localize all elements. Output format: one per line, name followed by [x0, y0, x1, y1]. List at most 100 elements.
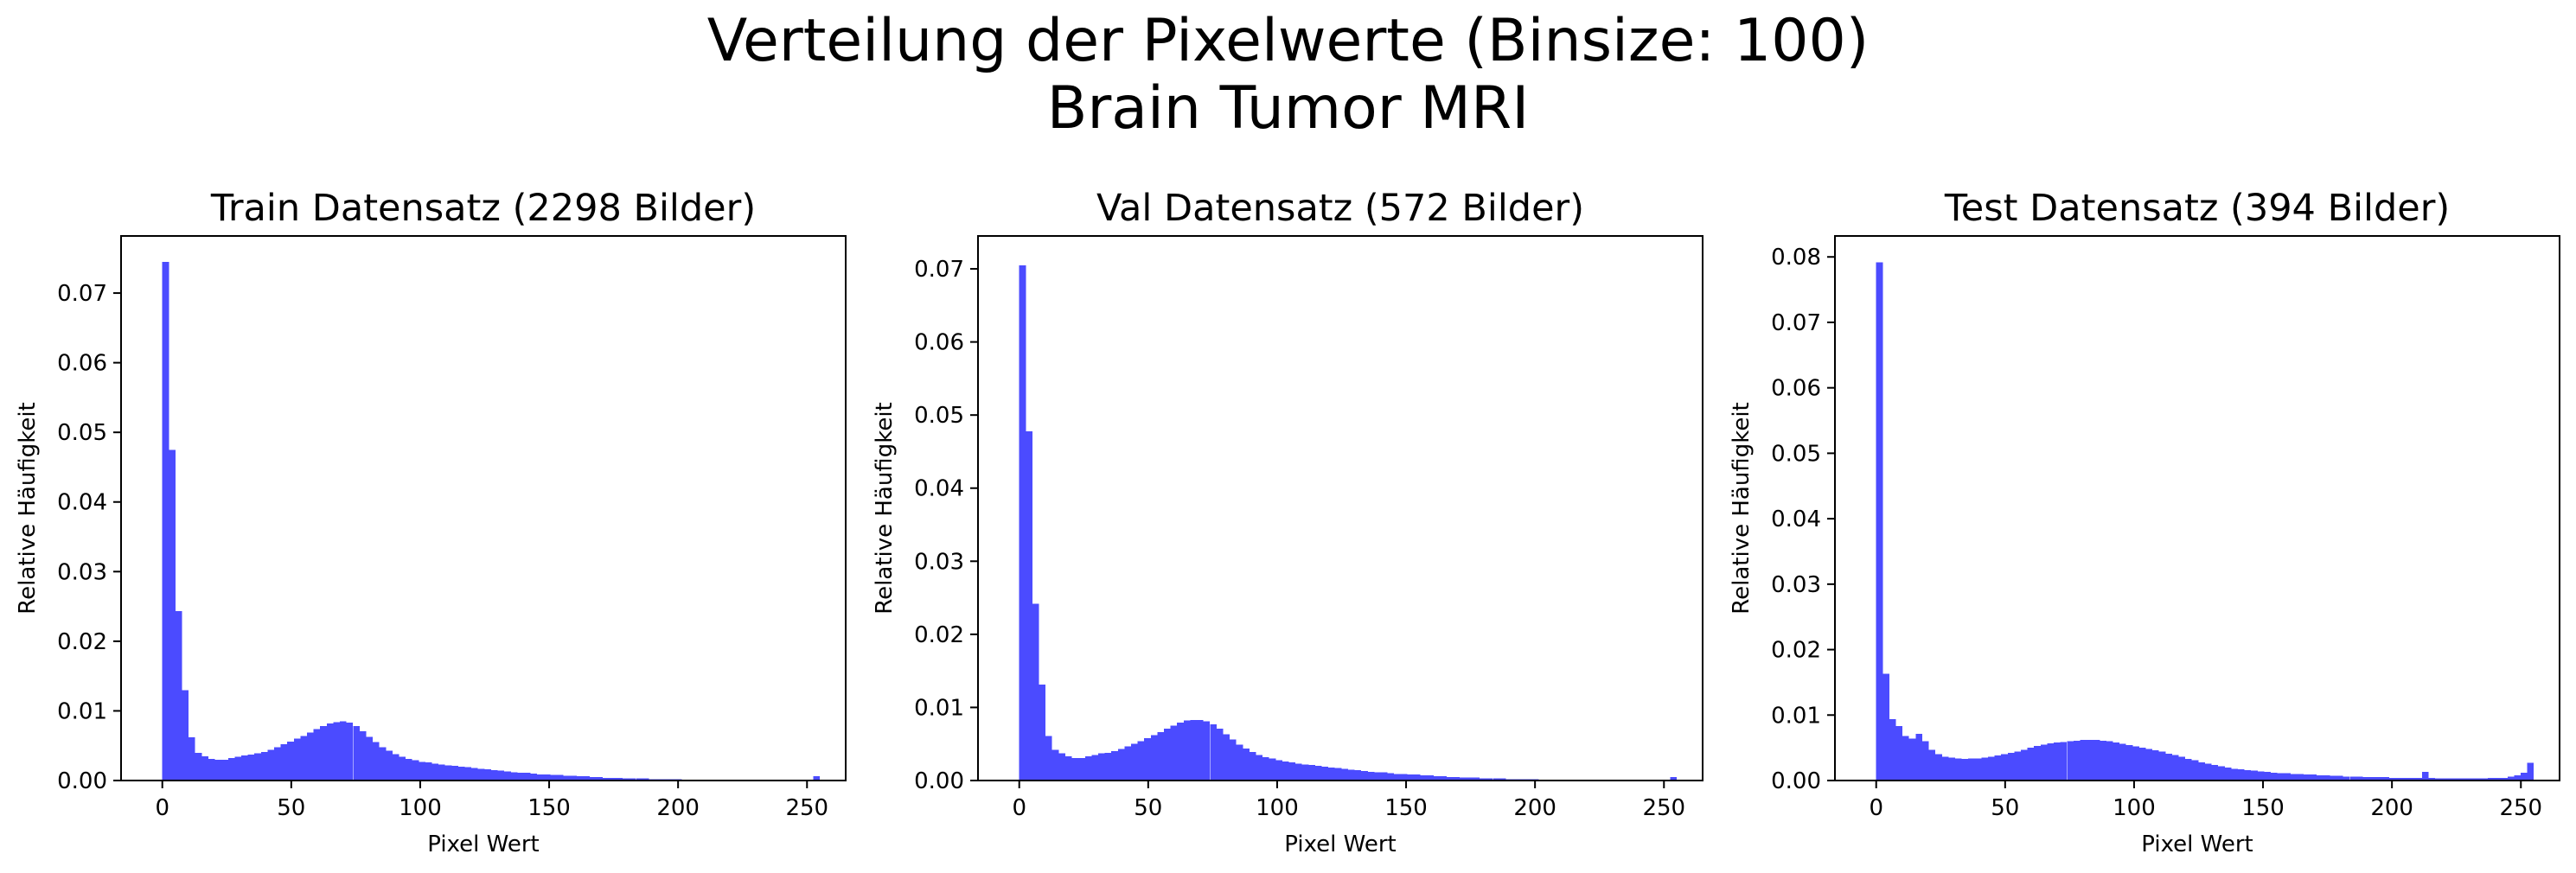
- histogram-bar: [366, 736, 374, 781]
- histogram-bar: [556, 774, 564, 781]
- histogram-bar: [2021, 749, 2028, 781]
- histogram-bar: [1301, 764, 1309, 781]
- histogram-bar: [1394, 774, 1401, 781]
- histogram-bar: [280, 744, 288, 781]
- histogram-bar: [227, 758, 235, 781]
- histogram-bar: [2474, 778, 2482, 781]
- histogram-bar: [444, 765, 452, 781]
- histogram-bar: [2106, 741, 2113, 781]
- histogram-bar: [457, 766, 465, 781]
- histogram-bar: [603, 777, 610, 781]
- histogram-bar: [1150, 735, 1158, 781]
- histogram-bar: [1453, 776, 1461, 781]
- histogram-bar: [267, 749, 274, 781]
- histogram-bar: [609, 777, 617, 781]
- x-tick-label: 150: [2241, 795, 2285, 821]
- y-tick-label: 0.07: [57, 281, 107, 307]
- histogram-bar: [2520, 772, 2528, 781]
- histogram-bar: [1091, 755, 1098, 781]
- histogram-bar: [1262, 756, 1269, 781]
- histogram-bar: [2165, 753, 2172, 781]
- histogram-bar: [2349, 776, 2356, 781]
- histogram-bar: [1440, 775, 1448, 781]
- histogram-bar: [320, 726, 327, 781]
- histogram-bar: [1921, 741, 1929, 781]
- histogram-bar: [2468, 778, 2475, 781]
- histogram-bar: [636, 778, 642, 781]
- histogram-bar: [2060, 742, 2068, 781]
- histogram-bar: [1269, 758, 1276, 781]
- histogram-bar: [517, 773, 524, 781]
- histogram-bar: [293, 738, 301, 781]
- histogram-bar: [2125, 745, 2133, 781]
- plot-frame: [977, 235, 1703, 781]
- subplot-title: Test Datensatz (394 Bilder): [1944, 187, 2450, 230]
- x-tick-label: 50: [1134, 795, 1162, 821]
- y-tick-label: 0.02: [1771, 638, 1821, 664]
- histogram-bar: [2277, 773, 2285, 781]
- histogram-bar: [1249, 752, 1256, 781]
- histogram-bar: [1341, 768, 1348, 781]
- histogram-bar: [1282, 761, 1289, 781]
- histogram-bar: [1203, 721, 1211, 781]
- x-axis-label: Pixel Wert: [427, 832, 539, 857]
- histogram-bar: [2100, 740, 2106, 781]
- y-tick-label: 0.03: [914, 549, 964, 575]
- histogram-bar: [1447, 776, 1454, 781]
- y-tick-label: 0.02: [914, 622, 964, 648]
- histogram-bar: [1876, 262, 1883, 781]
- histogram-bar: [1941, 756, 1949, 781]
- histogram-bar: [1948, 757, 1955, 781]
- y-tick-label: 0.01: [1771, 703, 1821, 729]
- histogram-bar: [1486, 778, 1493, 781]
- histogram-bar: [359, 730, 367, 781]
- histogram-bar: [1058, 753, 1065, 781]
- histogram-bar: [234, 756, 241, 781]
- histogram-bar: [2388, 777, 2396, 781]
- histogram-bar: [1670, 776, 1678, 781]
- histogram-bar: [399, 756, 406, 781]
- histogram-bar: [195, 752, 202, 781]
- histogram-bar: [2047, 742, 2055, 781]
- histogram-bar: [1210, 723, 1217, 781]
- histogram-bar: [1223, 734, 1230, 781]
- histogram-bar: [287, 741, 294, 781]
- histogram-bar: [1473, 777, 1480, 781]
- histogram-bar: [1387, 773, 1395, 781]
- histogram-bar: [1032, 603, 1039, 781]
- y-tick-label: 0.05: [57, 420, 107, 446]
- histogram-bar: [629, 778, 636, 781]
- histogram-bar: [1097, 753, 1105, 781]
- histogram-bar: [2408, 777, 2416, 781]
- histogram-bar: [240, 755, 248, 781]
- histogram-bar: [523, 773, 531, 781]
- histogram-bar: [2270, 772, 2278, 781]
- histogram-bar: [1170, 725, 1178, 781]
- histogram-bar: [590, 776, 597, 781]
- subplot-title: Train Datensatz (2298 Bilder): [210, 187, 756, 230]
- x-tick-label: 0: [1869, 795, 1883, 821]
- histogram-bar: [530, 773, 538, 781]
- histogram-bar: [1045, 736, 1052, 781]
- histogram-bar: [2014, 751, 2022, 781]
- histogram-bar: [1026, 430, 1032, 781]
- histogram-bar: [326, 723, 334, 781]
- histogram-bar: [2494, 777, 2502, 781]
- histogram-bar: [2323, 774, 2330, 781]
- y-tick-label: 0.01: [914, 695, 964, 721]
- histogram-bar: [2355, 776, 2363, 781]
- histogram-bar: [642, 778, 649, 781]
- histogram-bar: [1275, 760, 1282, 781]
- histogram-bar: [2441, 778, 2449, 781]
- histogram-bar: [2244, 769, 2252, 781]
- histogram-bar: [1216, 728, 1224, 781]
- histogram-bar: [438, 764, 445, 781]
- histogram-bar: [2007, 753, 2015, 781]
- histogram-bar: [386, 750, 393, 781]
- histogram-bar: [1051, 749, 1059, 781]
- histogram-bar: [2415, 777, 2422, 781]
- y-tick-label: 0.03: [57, 559, 107, 585]
- y-tick-label: 0.00: [1771, 768, 1821, 794]
- histogram-bar: [2218, 766, 2225, 781]
- histogram-bar: [2113, 742, 2120, 781]
